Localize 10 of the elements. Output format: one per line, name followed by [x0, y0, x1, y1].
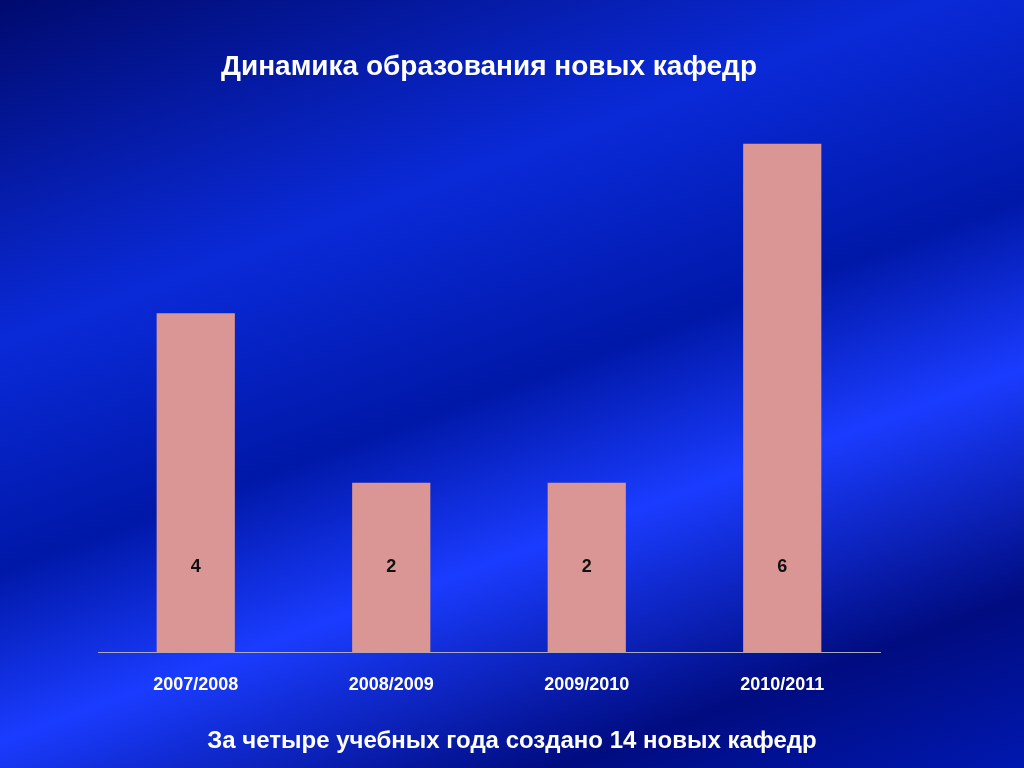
x-tick-label: 2007/2008: [153, 674, 239, 695]
data-label: 4: [190, 556, 201, 577]
chart-title: Динамика образования новых кафедр: [221, 49, 757, 81]
text: За четыре учебных года создано 14 новых кафедр: [206, 726, 818, 754]
data-label: 2: [581, 556, 592, 577]
x-tick-label: 2009/2010: [544, 674, 630, 695]
data-label: 6: [777, 556, 788, 577]
x-tick-label: 2010/2011: [740, 674, 825, 695]
x-tick-label: 2008/2009: [348, 674, 434, 695]
data-label: 2: [386, 556, 397, 577]
